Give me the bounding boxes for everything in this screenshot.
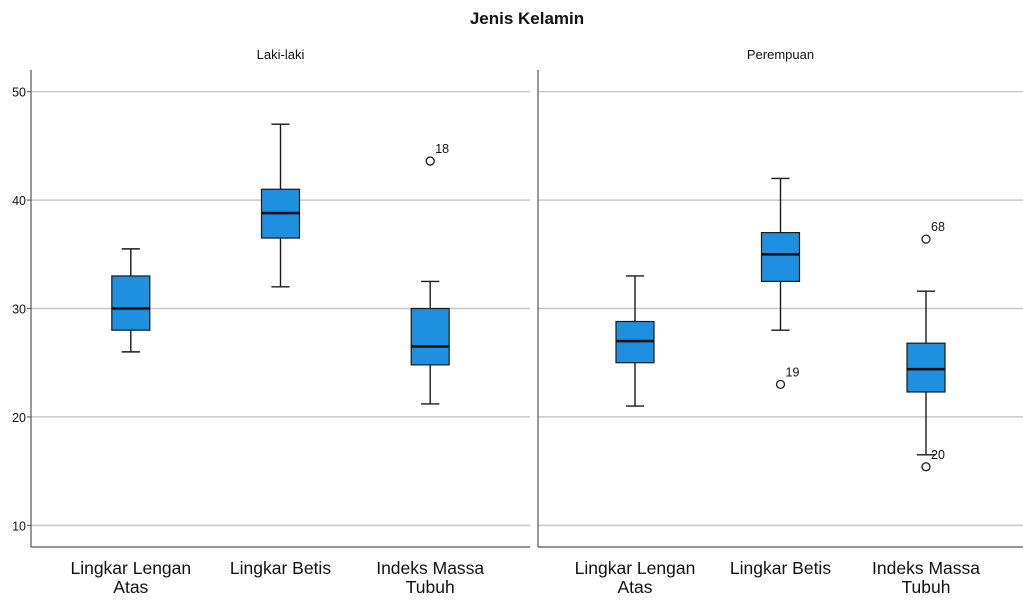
box-1 [615,275,655,407]
box-2 [260,123,301,288]
panel-label: Perempuan [747,47,814,62]
x-category-label: Tubuh [406,577,455,597]
outlier-point [921,234,931,244]
x-category-label: Lingkar Betis [230,558,331,578]
box-3: 68 20 [906,220,946,472]
x-category-label: Atas [113,577,148,597]
y-tick-label: 40 [12,194,26,208]
outlier-label: 20 [931,448,945,462]
outlier-point [425,156,435,166]
box-1 [111,248,151,353]
y-tick-label: 30 [12,303,26,317]
box-iqr [410,307,450,366]
box-iqr [111,275,151,331]
chart-title: Jenis Kelamin [470,9,584,28]
x-category-label: Atas [617,577,652,597]
outlier-point [775,379,786,390]
panel-label: Laki-laki [257,47,305,62]
y-tick-label: 20 [12,411,26,425]
x-category-label: Lingkar Lengan [575,558,696,578]
x-category-label: Lingkar Lengan [70,558,191,578]
y-tick-label: 50 [12,86,26,100]
outlier-point [921,462,931,472]
x-category-label: Indeks Massa [376,558,484,578]
x-category-label: Lingkar Betis [730,558,831,578]
y-tick-label: 10 [12,519,26,533]
box-2: 19 [760,177,801,390]
outlier-label: 18 [435,142,449,156]
x-category-label: Indeks Massa [872,558,980,578]
x-category-label: Tubuh [902,577,951,597]
box-3: 18 [410,142,450,405]
outlier-label: 68 [931,220,945,234]
box-iqr [760,232,801,282]
box-iqr [906,342,946,393]
outlier-label: 19 [786,365,800,379]
